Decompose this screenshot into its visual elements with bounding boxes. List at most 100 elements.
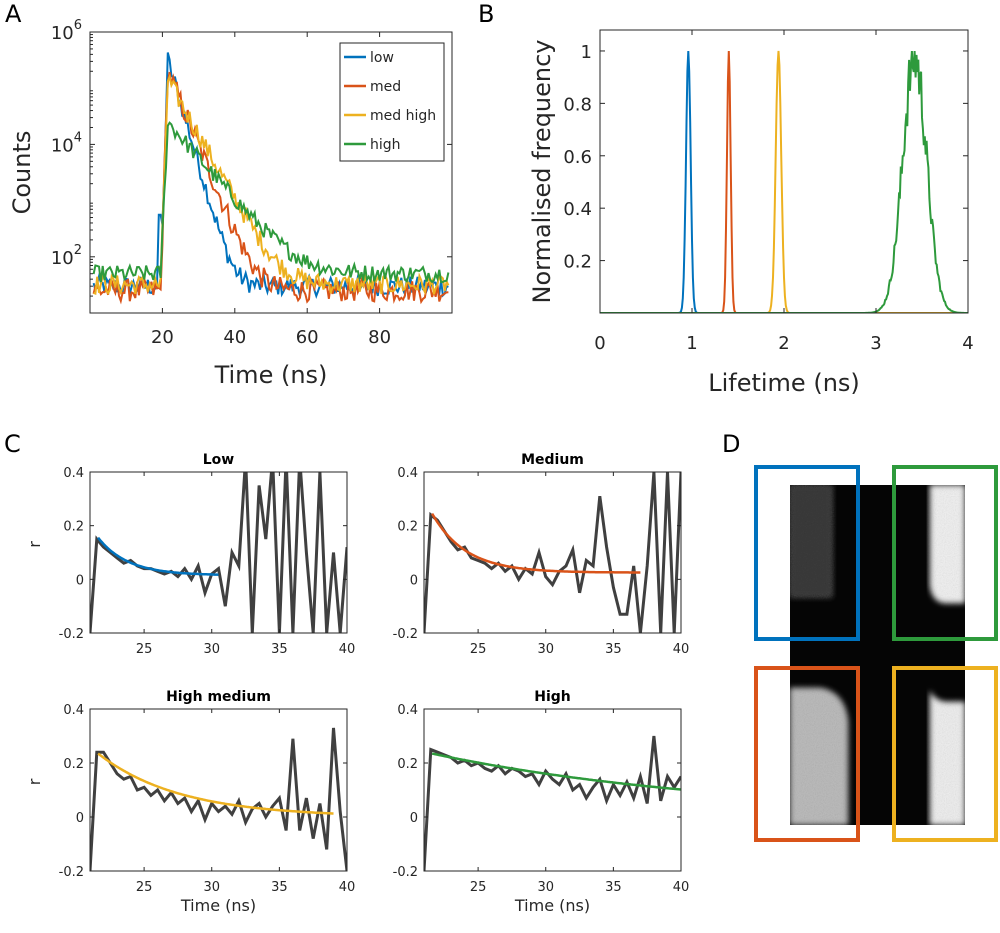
legend-label: med (370, 79, 401, 95)
y-tick-exponent: 2 (74, 243, 82, 258)
x-tick-label: 25 (136, 880, 153, 895)
y-tick-label: 0.4 (397, 703, 418, 718)
series-line-med-high (93, 73, 450, 296)
y-tick-label: 102 (51, 243, 82, 269)
x-axis-title: Time (ns) (214, 361, 328, 389)
y-tick-label: 0.4 (563, 199, 592, 220)
y-tick-label: 0.4 (63, 466, 84, 481)
subplot-title: High (534, 689, 571, 705)
anisotropy-data-line (90, 472, 347, 633)
axes-box (89, 471, 348, 634)
x-tick-label: 4 (962, 333, 973, 354)
y-tick-label: 104 (51, 130, 82, 156)
x-tick-label: 35 (605, 642, 622, 657)
fit-line (97, 752, 334, 815)
panel-c-low-anisotropy: 25 30 35 40 -0.2 0 0.2 0.4 Low r (25, 452, 355, 657)
x-tick-label: 30 (537, 880, 554, 895)
y-tick-label: 0.2 (63, 757, 84, 772)
y-tick-label: 0.2 (397, 520, 418, 535)
panel-c-high-anisotropy: 25 30 35 40 -0.2 0 0.2 0.4 High Time (ns) (393, 689, 690, 915)
anisotropy-data-line (424, 735, 681, 871)
legend-label: med high (370, 108, 436, 124)
x-tick-label: 40 (339, 642, 356, 657)
panel-letter-a: A (5, 0, 22, 28)
y-axis-title: r (25, 541, 44, 548)
x-tick-label: 30 (537, 642, 554, 657)
y-tick-label: -0.2 (393, 627, 418, 642)
x-axis-title: Lifetime (ns) (708, 369, 860, 397)
x-tick-label: 35 (271, 880, 288, 895)
x-axis-title: Time (ns) (180, 896, 256, 915)
x-tick-label: 35 (605, 880, 622, 895)
fit-line (97, 536, 219, 576)
axes-box (423, 708, 682, 872)
x-tick-label: 1 (686, 333, 697, 354)
y-tick-label: 0 (410, 811, 418, 826)
y-tick-label: 0.2 (563, 252, 592, 273)
x-tick-label: 30 (203, 642, 220, 657)
anisotropy-data-line (424, 472, 681, 633)
histogram-line-high (600, 50, 968, 313)
roi-box-med (754, 666, 860, 842)
roi-box-low (754, 465, 860, 641)
x-tick-label: 25 (136, 642, 153, 657)
legend-label: high (370, 137, 401, 153)
anisotropy-data-line (90, 727, 347, 871)
fit-line (431, 752, 681, 791)
panel-letter-c: C (4, 430, 21, 458)
subplot-title: High medium (166, 689, 271, 705)
region-bottom-right (930, 690, 965, 825)
subplot-title: Low (203, 452, 235, 468)
x-tick-label: 25 (470, 880, 487, 895)
x-tick-label: 0 (594, 333, 605, 354)
y-tick-label: -0.2 (393, 865, 418, 880)
x-tick-label: 30 (203, 880, 220, 895)
y-tick-label: -0.2 (59, 865, 84, 880)
roi-box-high (892, 465, 998, 641)
y-tick-label: -0.2 (59, 627, 84, 642)
x-tick-label: 25 (470, 642, 487, 657)
y-tick-label: 0 (76, 811, 84, 826)
y-tick-label: 0.4 (397, 466, 418, 481)
axes-box (89, 31, 453, 314)
panel-b-lifetime-histogram: 0 1 2 3 4 0.2 0.4 0.6 0.8 1 Lifetime (ns) Normalise… (528, 29, 974, 397)
subplot-title: Medium (521, 452, 584, 468)
panel-c-medium-anisotropy: 25 30 35 40 -0.2 0 0.2 0.4 Medium (393, 452, 690, 657)
x-tick-label: 2 (778, 333, 789, 354)
y-tick-base: 10 (51, 135, 74, 156)
roi-box-med-high (892, 666, 998, 842)
y-tick-base: 10 (51, 23, 74, 44)
y-tick-base: 10 (51, 248, 74, 269)
y-tick-label: 0.4 (63, 703, 84, 718)
x-tick-label: 35 (271, 642, 288, 657)
x-tick-label: 3 (870, 333, 881, 354)
y-axis-title: Counts (8, 131, 36, 215)
y-tick-label: 1 (581, 42, 592, 63)
x-axis-title: Time (ns) (514, 896, 590, 915)
axes-box (423, 471, 682, 634)
x-tick-label: 40 (223, 327, 246, 348)
panel-c-high-medium-anisotropy: 25 30 35 40 -0.2 0 0.2 0.4 High medium Time (ns) r (25, 689, 355, 915)
x-tick-label: 40 (673, 642, 690, 657)
fit-line (431, 512, 641, 574)
x-tick-label: 40 (339, 880, 356, 895)
y-tick-label: 0 (76, 573, 84, 588)
x-tick-label: 60 (296, 327, 319, 348)
y-tick-label: 0.2 (397, 757, 418, 772)
y-tick-label: 106 (51, 18, 82, 44)
y-axis-title: Normalised frequency (528, 39, 556, 303)
region-top-left (790, 485, 832, 597)
x-tick-label: 20 (151, 327, 174, 348)
panel-letter-b: B (478, 0, 494, 28)
series-line-high (92, 121, 450, 284)
x-tick-label: 80 (368, 327, 391, 348)
y-tick-label: 0.6 (563, 147, 592, 168)
legend-box (339, 42, 445, 162)
axes-box (89, 708, 348, 872)
panel-letter-d: D (722, 430, 740, 458)
panel-d-microscopy-image (754, 465, 998, 842)
y-tick-exponent: 6 (74, 18, 82, 33)
legend-label: low (370, 50, 394, 66)
